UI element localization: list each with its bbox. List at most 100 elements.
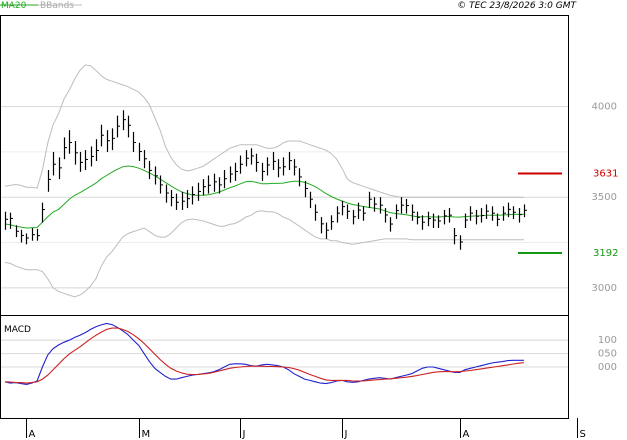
price-bar: [352, 209, 356, 225]
macd-y-tick-label: 000: [598, 362, 617, 373]
price-bar: [223, 170, 227, 189]
price-y-tick-label: 3500: [592, 192, 617, 203]
ma20-legend-label: MA20: [1, 1, 27, 11]
price-bar: [58, 157, 62, 180]
price-bar: [207, 175, 211, 194]
price-bar: [432, 213, 436, 229]
price-bar: [502, 206, 506, 221]
price-bar: [293, 159, 297, 176]
price-bar: [288, 151, 292, 171]
price-bar: [459, 235, 463, 250]
price-bar: [304, 180, 308, 198]
price-bar: [400, 197, 404, 214]
price-bar: [41, 202, 45, 223]
price-bar: [116, 115, 120, 138]
price-bar: [379, 197, 383, 214]
price-bar: [507, 202, 511, 218]
macd-lines: [4, 322, 524, 385]
price-bar: [368, 191, 372, 209]
price-bar: [250, 148, 254, 165]
macd-grid: [0, 339, 568, 368]
macd-series-line: [4, 322, 524, 385]
price-bar: [90, 146, 94, 167]
price-bar: [170, 189, 174, 207]
resistance-level-label: 3631: [593, 168, 618, 179]
price-bar: [202, 179, 206, 196]
price-bar: [272, 151, 276, 171]
price-bar: [437, 215, 441, 229]
x-axis-tick-label: J: [344, 429, 348, 440]
macd-panel-frame: [0, 315, 569, 419]
ma20-line: [4, 165, 524, 229]
price-bars: [4, 110, 527, 250]
price-bar: [229, 166, 233, 183]
x-axis-tick-label: S: [580, 429, 586, 440]
x-axis-tick-label: A: [463, 429, 470, 440]
price-bar: [320, 217, 324, 234]
price-bar: [84, 150, 88, 171]
price-bar: [475, 209, 479, 225]
price-bar: [373, 197, 377, 212]
price-bar: [213, 173, 217, 192]
price-bar: [63, 137, 67, 160]
price-bar: [416, 211, 420, 225]
price-bar: [25, 233, 29, 245]
price-bar: [261, 162, 265, 181]
price-bar: [336, 206, 340, 223]
macd-y-axis-labels: 100 050 000: [598, 335, 617, 373]
price-bar: [95, 139, 99, 161]
price-bar: [518, 208, 522, 223]
price-bar: [282, 157, 286, 176]
price-bar: [395, 204, 399, 219]
bb-upper-band: [4, 64, 524, 198]
price-bar: [469, 206, 473, 221]
price-bar: [79, 151, 83, 172]
price-bar: [132, 131, 136, 152]
price-bar: [405, 199, 409, 214]
price-bar: [181, 191, 185, 210]
price-bar: [74, 141, 78, 165]
macd-panel-title: MACD: [4, 325, 31, 335]
bb-lower-band: [4, 210, 524, 298]
price-bar: [9, 212, 13, 229]
price-bar: [427, 211, 431, 227]
price-bar: [245, 150, 249, 167]
price-bar: [127, 115, 131, 138]
x-axis-tick-label: A: [29, 429, 36, 440]
price-bar: [389, 217, 393, 232]
price-bar: [36, 228, 40, 241]
price-bar: [448, 208, 452, 223]
signal-series-line: [4, 327, 524, 384]
price-bar: [31, 228, 35, 241]
price-bar: [138, 142, 142, 161]
macd-y-tick-label: 100: [598, 335, 617, 346]
price-bar: [106, 130, 110, 152]
price-bar: [52, 151, 56, 176]
price-bar: [154, 166, 158, 185]
x-axis-tick-label: J: [242, 429, 246, 440]
macd-y-tick-label: 050: [598, 349, 617, 360]
price-bar: [411, 204, 415, 221]
price-bar: [266, 157, 270, 176]
price-bar: [111, 128, 115, 151]
price-bar: [362, 206, 366, 221]
price-bar: [325, 222, 329, 239]
price-bar: [100, 124, 104, 147]
price-bar: [234, 162, 238, 181]
price-bar: [218, 177, 222, 194]
price-bar: [341, 200, 345, 216]
x-axis-tick-label: M: [142, 429, 151, 440]
price-bar: [453, 228, 457, 245]
price-bar: [20, 229, 24, 243]
price-bar: [314, 204, 318, 221]
price-bar: [357, 202, 361, 219]
price-bar: [122, 110, 126, 131]
price-bar: [148, 160, 152, 180]
price-bar: [239, 155, 243, 174]
price-y-tick-label: 3000: [592, 283, 617, 294]
price-bar: [4, 211, 8, 230]
price-bar: [186, 189, 190, 209]
